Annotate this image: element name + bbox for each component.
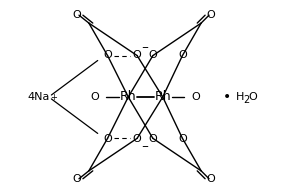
Text: O: O [148, 134, 157, 144]
Text: −: − [142, 142, 148, 151]
Text: Rh: Rh [120, 91, 137, 103]
Text: O: O [72, 174, 81, 184]
Text: O: O [133, 50, 142, 60]
Text: Rh: Rh [154, 91, 171, 103]
Text: O: O [148, 50, 157, 60]
Text: 4Na: 4Na [27, 92, 49, 102]
Text: O: O [90, 92, 99, 102]
Text: O: O [178, 50, 187, 60]
Text: O: O [207, 10, 215, 20]
Text: O: O [191, 92, 200, 102]
Text: H: H [236, 92, 244, 102]
Text: +: + [50, 93, 57, 102]
Text: 2: 2 [244, 95, 250, 105]
Text: −: − [142, 43, 148, 52]
Text: O: O [103, 50, 112, 60]
Text: O: O [103, 134, 112, 144]
Text: O: O [133, 134, 142, 144]
Text: O: O [72, 10, 81, 20]
Text: •: • [223, 90, 231, 104]
Text: O: O [178, 134, 187, 144]
Text: O: O [207, 174, 215, 184]
Text: −: − [142, 142, 148, 151]
Text: O: O [249, 92, 257, 102]
Text: −: − [142, 43, 148, 52]
